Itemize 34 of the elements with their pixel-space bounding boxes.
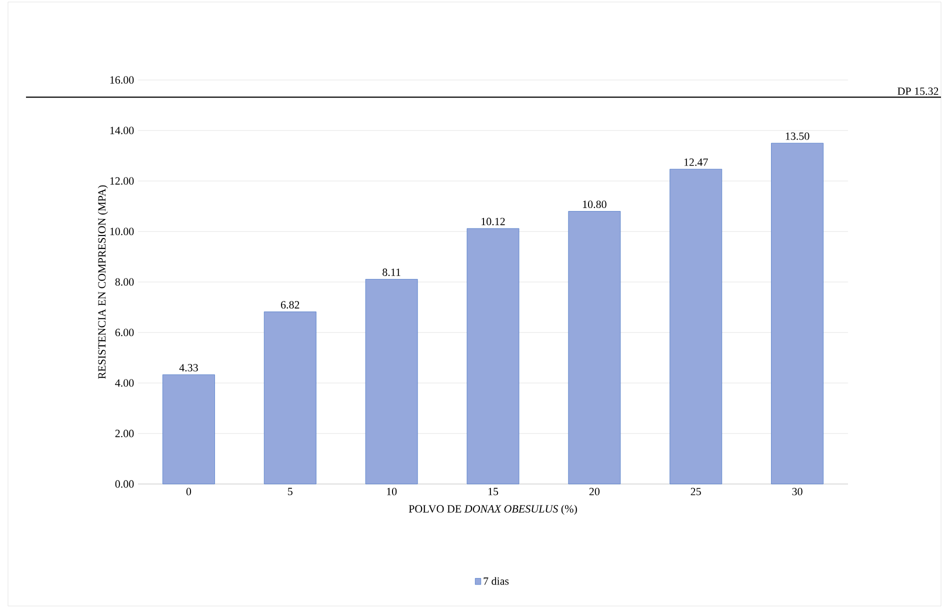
text: 12.47 bbox=[684, 158, 708, 166]
x-tick-label: 15 bbox=[488, 488, 498, 496]
y-tick-label: 8.00 bbox=[115, 278, 134, 286]
x-tick-label: 20 bbox=[589, 488, 600, 496]
bar bbox=[365, 279, 418, 484]
y-axis-title: RESISTENCIA EN COMPRESION (MPA) bbox=[98, 185, 108, 379]
bar bbox=[264, 312, 316, 484]
x-tick-label: 0 bbox=[186, 488, 192, 496]
bar bbox=[771, 142, 824, 484]
bar bbox=[162, 374, 215, 484]
y-tick-label: 16.00 bbox=[110, 76, 134, 84]
text: 13.50 bbox=[786, 132, 810, 140]
ref-line-label: DP 15.32 bbox=[898, 88, 938, 95]
bar bbox=[568, 211, 621, 484]
bar bbox=[466, 228, 520, 484]
x-tick-label: 10 bbox=[387, 488, 397, 496]
text: 10.12 bbox=[482, 218, 505, 226]
text: 8.11 bbox=[382, 268, 400, 276]
text: 6.82 bbox=[280, 301, 300, 309]
y-tick-label: 2.00 bbox=[115, 430, 134, 438]
x-tick-label: 5 bbox=[288, 488, 292, 496]
y-tick-label: 4.00 bbox=[115, 379, 134, 387]
y-tick-label: 12.00 bbox=[110, 177, 134, 185]
x-axis-title: POLVO DE DONAX OBESULUS (%) bbox=[408, 504, 577, 515]
text: 10.80 bbox=[583, 200, 606, 208]
y-tick-label: 10.00 bbox=[110, 228, 134, 236]
y-tick-label: 14.00 bbox=[110, 126, 134, 134]
y-tick-label: 6.00 bbox=[115, 328, 134, 336]
y-tick-label: 0.00 bbox=[115, 480, 134, 488]
legend-label: 7 dias bbox=[484, 577, 509, 585]
x-tick-label: 25 bbox=[690, 488, 701, 496]
bar bbox=[670, 168, 722, 484]
text: 4.33 bbox=[179, 364, 198, 372]
x-tick-label: 30 bbox=[792, 488, 802, 496]
